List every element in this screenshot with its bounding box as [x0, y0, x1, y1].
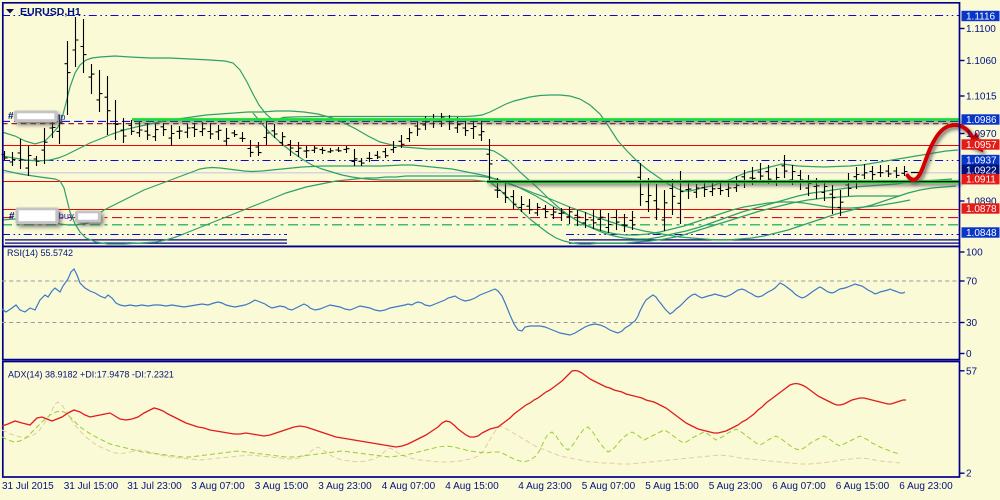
svg-text:1.0986: 1.0986 — [966, 115, 997, 126]
svg-text:3 Aug 07:00: 3 Aug 07:00 — [191, 481, 245, 492]
svg-text:6 Aug 15:00: 6 Aug 15:00 — [836, 481, 890, 492]
svg-text:1.0937: 1.0937 — [966, 156, 997, 167]
svg-text:RSI(14) 55.5742: RSI(14) 55.5742 — [7, 248, 73, 258]
svg-text:1.1060: 1.1060 — [966, 56, 997, 67]
svg-text:#: # — [9, 211, 15, 222]
svg-text:1.0970: 1.0970 — [966, 129, 997, 140]
svg-text:1.1015: 1.1015 — [966, 92, 997, 103]
svg-text:4 Aug 23:00: 4 Aug 23:00 — [518, 481, 572, 492]
svg-text:5 Aug 07:00: 5 Aug 07:00 — [582, 481, 636, 492]
svg-text:1.0848: 1.0848 — [966, 228, 997, 239]
svg-text:100: 100 — [966, 248, 983, 259]
svg-text:31 Jul 2015: 31 Jul 2015 — [2, 481, 54, 492]
svg-text:4 Aug 07:00: 4 Aug 07:00 — [382, 481, 436, 492]
svg-text:5 Aug 15:00: 5 Aug 15:00 — [645, 481, 699, 492]
svg-text:70: 70 — [966, 277, 978, 288]
svg-text:31 Jul 15:00: 31 Jul 15:00 — [64, 481, 119, 492]
svg-text:EURUSD,H1: EURUSD,H1 — [20, 6, 81, 18]
svg-text:1.1116: 1.1116 — [966, 12, 996, 23]
svg-text:3 Aug 15:00: 3 Aug 15:00 — [255, 481, 309, 492]
svg-text:1.0957: 1.0957 — [966, 140, 997, 151]
svg-text:3 Aug 23:00: 3 Aug 23:00 — [318, 481, 372, 492]
svg-text:30: 30 — [966, 318, 978, 329]
svg-text:4 Aug 15:00: 4 Aug 15:00 — [445, 481, 499, 492]
svg-text:57: 57 — [966, 366, 978, 377]
svg-text:1.0890: 1.0890 — [966, 197, 997, 208]
svg-text:1.1100: 1.1100 — [966, 24, 996, 35]
svg-text:0: 0 — [966, 349, 972, 360]
svg-text:1.0911: 1.0911 — [966, 175, 996, 186]
svg-text:31 Jul 23:00: 31 Jul 23:00 — [127, 481, 182, 492]
svg-text:1.0922: 1.0922 — [966, 165, 997, 176]
svg-text:ADX(14) 38.9182 +DI:17.9478 -D: ADX(14) 38.9182 +DI:17.9478 -DI:7.2321 — [8, 370, 174, 380]
svg-text:5 Aug 23:00: 5 Aug 23:00 — [709, 481, 763, 492]
svg-text:6 Aug 07:00: 6 Aug 07:00 — [772, 481, 826, 492]
svg-text:2: 2 — [966, 469, 972, 480]
svg-text:6 Aug 23:00: 6 Aug 23:00 — [899, 481, 953, 492]
svg-text:tp: tp — [58, 112, 66, 122]
svg-text:buy: buy — [59, 211, 75, 222]
svg-text:1.0878: 1.0878 — [966, 204, 997, 215]
svg-text:#: # — [8, 111, 14, 122]
